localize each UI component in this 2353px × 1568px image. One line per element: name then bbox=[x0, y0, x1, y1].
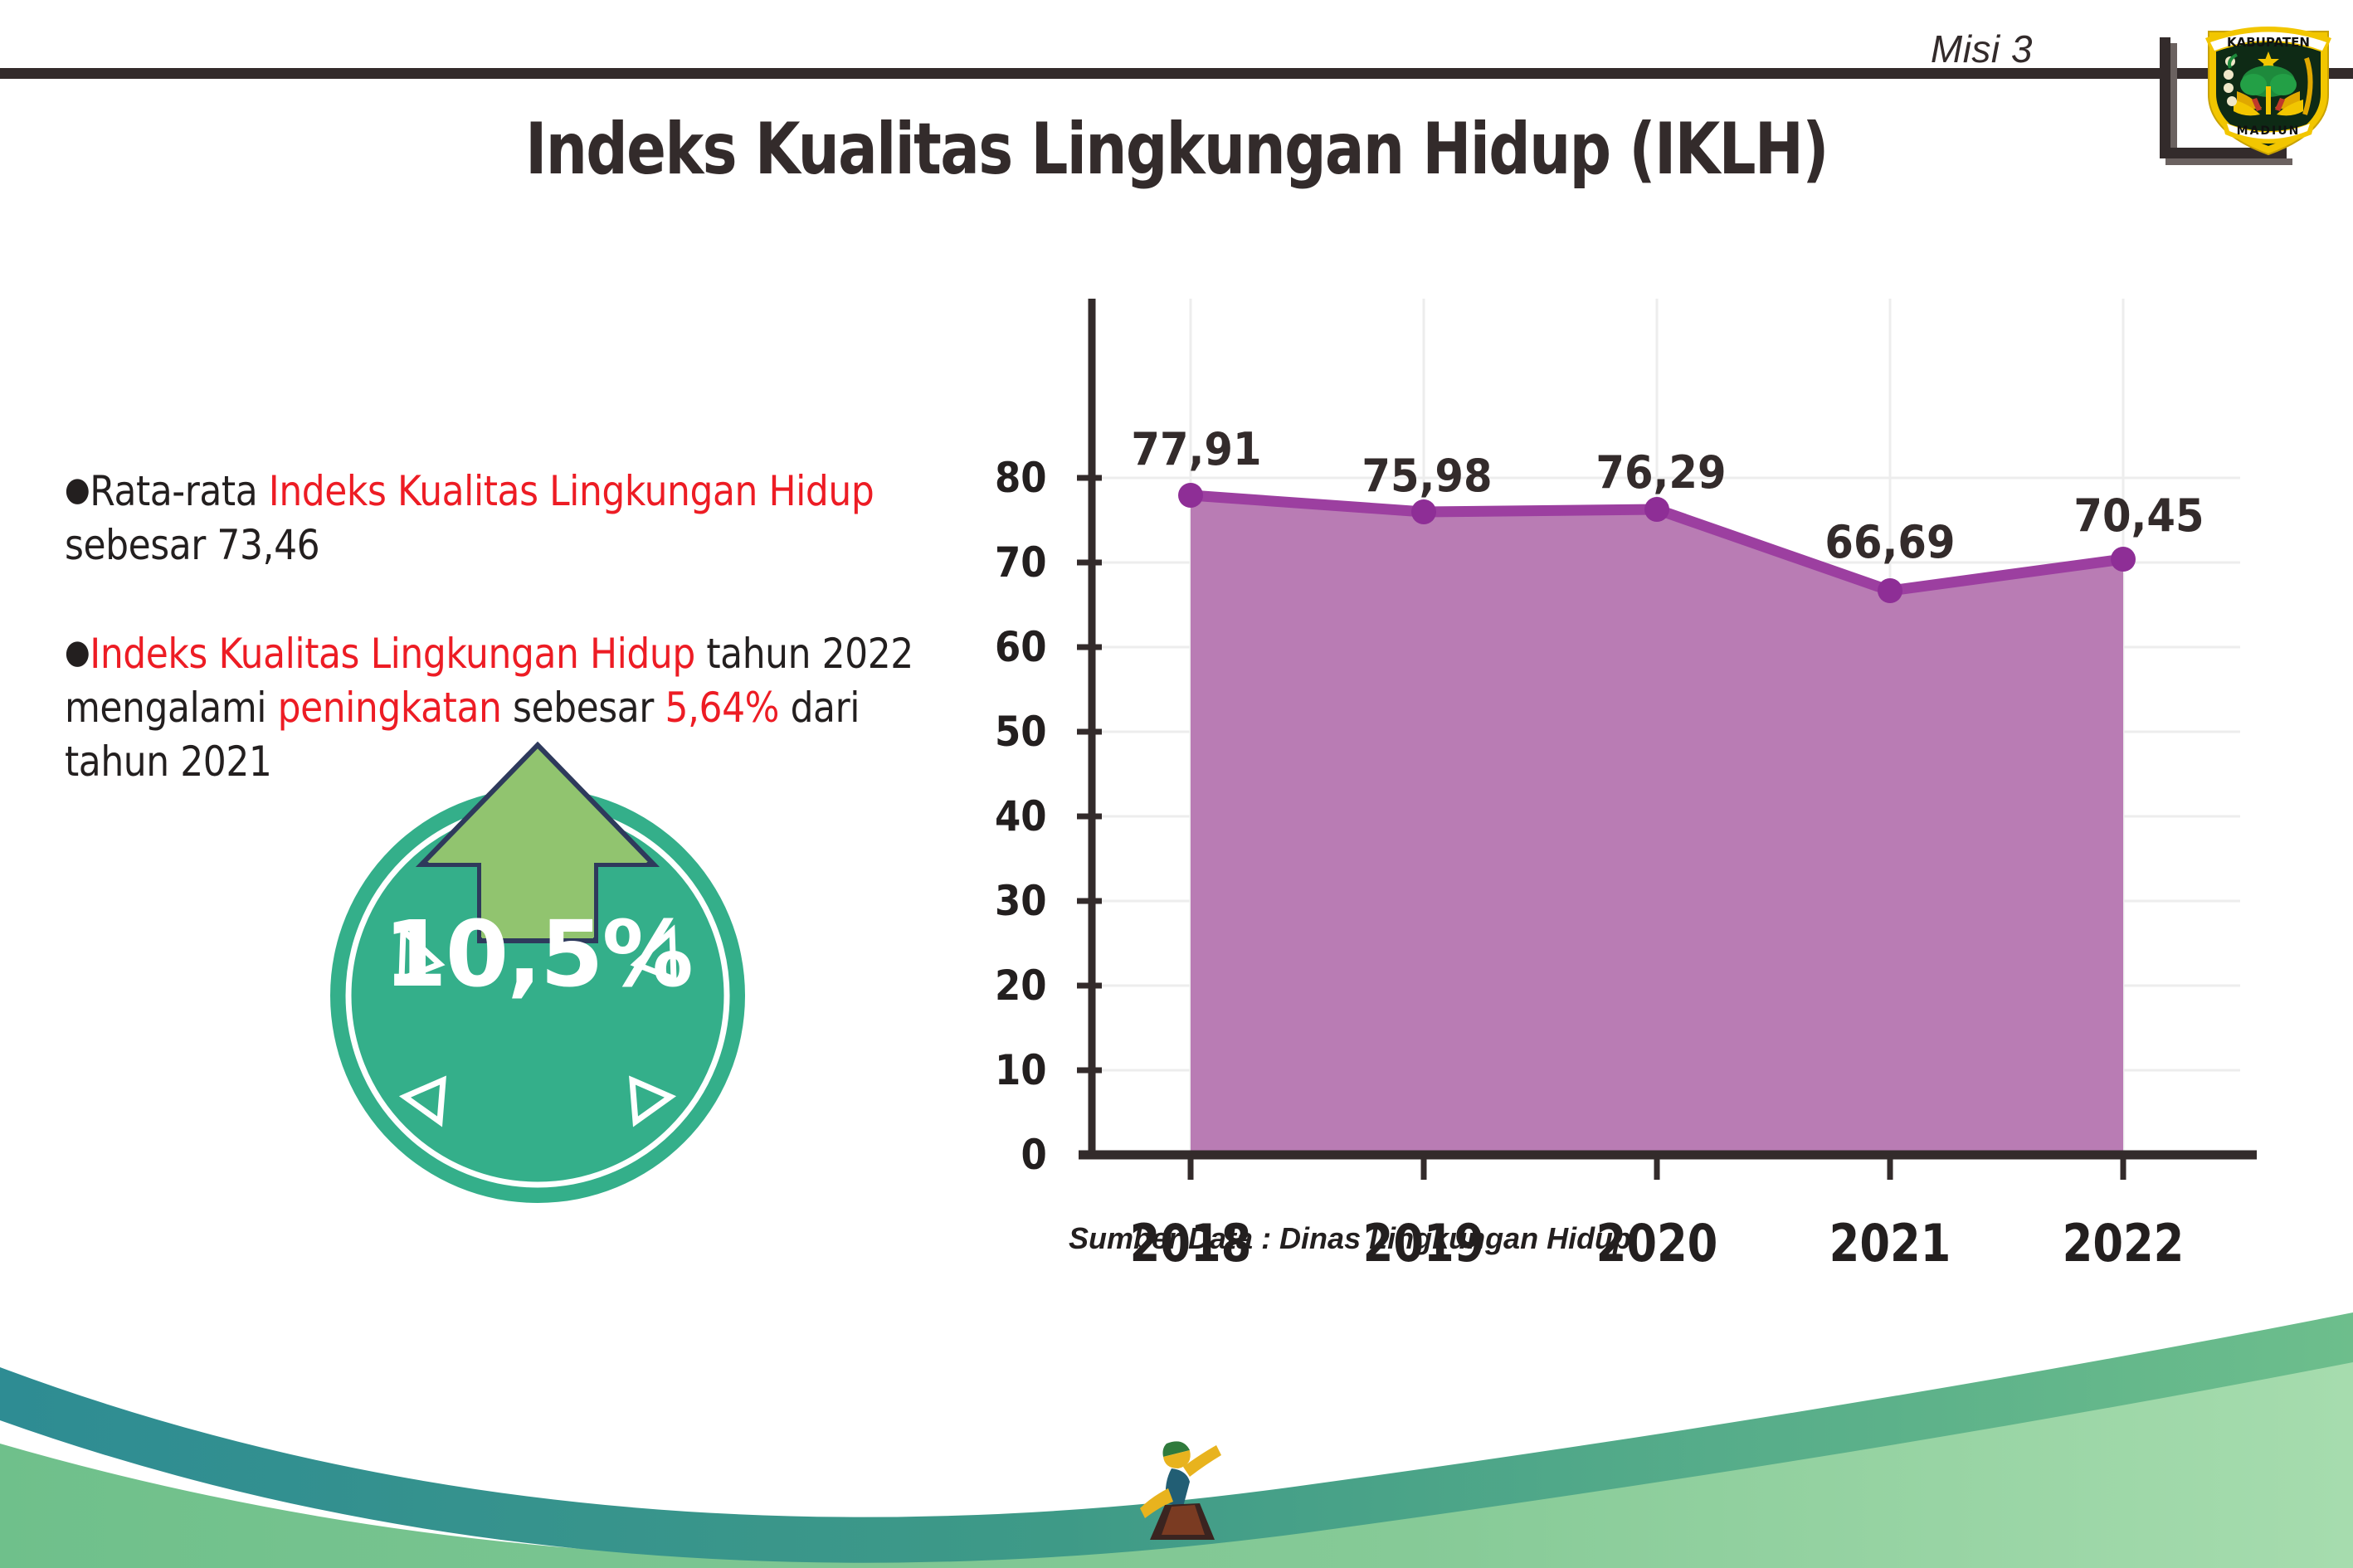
x-tick-label-2021: 2021 bbox=[1829, 1213, 1951, 1273]
y-tick-label-10: 10 bbox=[995, 1046, 1047, 1094]
bullet-2-seg-4: 5,64% bbox=[665, 684, 780, 732]
source-note: Sumber Data : Dinas Lingkungan Hidup bbox=[1069, 1221, 1632, 1255]
header-divider-rule bbox=[0, 68, 2353, 79]
footer-wave-base bbox=[0, 1349, 2353, 1568]
bullet-item: ●Rata-rata Indeks Kualitas Lingkungan Hi… bbox=[65, 465, 941, 572]
bullet-item: ●Indeks Kualitas Lingkungan Hidup tahun … bbox=[65, 627, 941, 789]
page-title: Indeks Kualitas Lingkungan Hidup (IKLH) bbox=[525, 108, 1829, 191]
bullet-1-seg-0: Rata-rata bbox=[90, 467, 269, 515]
bullet-dot-icon: ● bbox=[65, 470, 90, 509]
chart-canvas bbox=[1077, 299, 2257, 1180]
badge-value: 10,5% bbox=[383, 901, 694, 1007]
bullet-dot-icon: ● bbox=[65, 633, 90, 671]
increase-badge-graphic bbox=[330, 741, 745, 1203]
y-tick-label-0: 0 bbox=[1021, 1131, 1047, 1179]
bullet-2-seg-0: Indeks Kualitas Lingkungan Hidup bbox=[90, 630, 695, 678]
data-label-2021: 66,69 bbox=[1824, 516, 1956, 568]
badge-tick-top-right bbox=[630, 924, 677, 984]
bullet-2-seg-3: sebesar bbox=[501, 684, 665, 732]
bullet-1-seg-1: Indeks Kualitas Lingkungan Hidup bbox=[268, 467, 874, 515]
chart-area-fill bbox=[1191, 495, 2123, 1155]
svg-text:MADIUN: MADIUN bbox=[2237, 124, 2301, 138]
badge-tick-bottom-right bbox=[629, 1075, 677, 1127]
badge-tick-bottom-left bbox=[398, 1075, 446, 1127]
y-tick-label-30: 30 bbox=[995, 877, 1047, 925]
mission-label: Misi 3 bbox=[1930, 27, 2033, 71]
chart-markers bbox=[1178, 483, 2136, 603]
increase-badge: 10,5% bbox=[314, 738, 762, 1203]
logo-bracket-horizontal-shadow bbox=[2165, 158, 2292, 165]
kabupaten-madiun-crest-icon: KABUPATEN MADIUN bbox=[2205, 27, 2331, 156]
x-tick-label-2018: 2018 bbox=[1129, 1213, 1252, 1273]
y-tick-label-80: 80 bbox=[995, 454, 1047, 502]
x-tick-label-2020: 2020 bbox=[1595, 1213, 1718, 1273]
badge-tick-top-left bbox=[398, 924, 446, 984]
logo-bracket-horizontal bbox=[2160, 148, 2287, 158]
bullet-2-seg-1: tahun 2022 mengalami bbox=[65, 630, 913, 732]
y-tick-label-50: 50 bbox=[995, 708, 1047, 756]
y-tick-label-70: 70 bbox=[995, 538, 1047, 587]
chart-x-ticks bbox=[1187, 1155, 2126, 1180]
data-label-2020: 76,29 bbox=[1595, 446, 1727, 499]
summary-bullets: ●Rata-rata Indeks Kualitas Lingkungan Hi… bbox=[65, 465, 944, 789]
data-label-2022: 70,45 bbox=[2073, 489, 2204, 542]
svg-text:KABUPATEN: KABUPATEN bbox=[2227, 35, 2310, 50]
bullet-2-seg-2: peningkatan bbox=[277, 684, 502, 732]
y-tick-label-20: 20 bbox=[995, 962, 1047, 1010]
data-label-2018: 77,91 bbox=[1131, 423, 1262, 475]
data-label-2019: 75,98 bbox=[1362, 450, 1493, 502]
x-tick-label-2022: 2022 bbox=[2062, 1213, 2185, 1273]
bullet-2-seg-5: dari tahun 2021 bbox=[65, 684, 860, 786]
y-tick-label-60: 60 bbox=[995, 623, 1047, 671]
badge-circle bbox=[330, 788, 745, 1203]
infografis-figure-icon bbox=[1140, 1441, 1221, 1540]
chart-y-ticks bbox=[1077, 475, 1102, 1074]
x-tick-label-2019: 2019 bbox=[1362, 1213, 1485, 1273]
y-tick-label-40: 40 bbox=[995, 792, 1047, 840]
bullet-1-seg-2: sebesar 73,46 bbox=[65, 521, 320, 569]
logo-bracket-vertical-shadow bbox=[2170, 43, 2177, 164]
iklh-area-chart: 0 10 20 30 40 50 60 70 80 2018 2019 2020… bbox=[979, 290, 2273, 1273]
logo-bracket-vertical bbox=[2160, 37, 2170, 158]
